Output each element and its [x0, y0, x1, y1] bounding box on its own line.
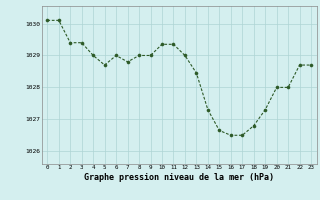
X-axis label: Graphe pression niveau de la mer (hPa): Graphe pression niveau de la mer (hPa)	[84, 173, 274, 182]
